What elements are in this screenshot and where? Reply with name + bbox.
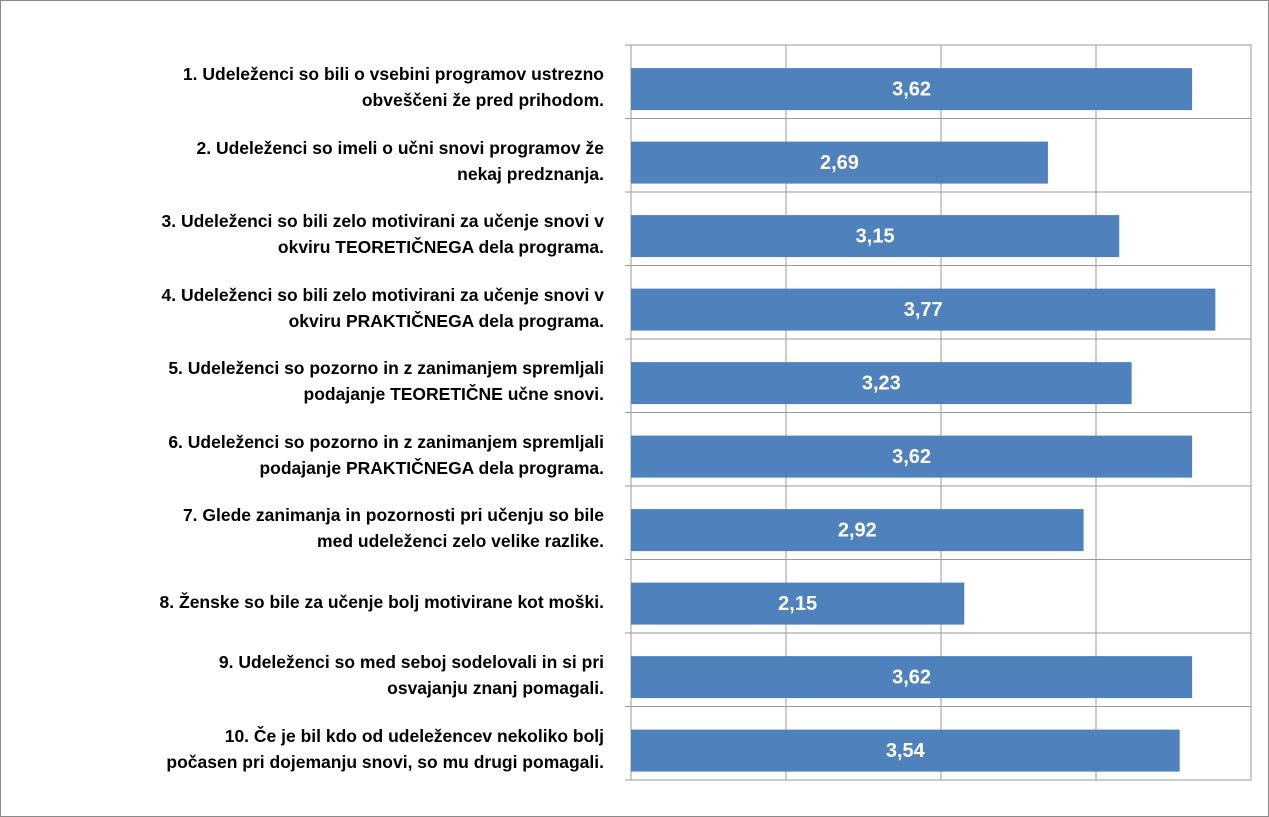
bar [631, 729, 1180, 772]
bar [631, 435, 1193, 478]
bar [631, 215, 1120, 258]
value-label: 3,77 [904, 299, 943, 321]
value-label: 3,62 [892, 446, 931, 468]
bar [631, 582, 965, 625]
value-label: 2,92 [838, 519, 877, 541]
bar [631, 141, 1048, 184]
category-label: 4. Udeleženci so bili zelo motivirani za… [161, 284, 605, 331]
bar [631, 288, 1216, 331]
value-label: 3,62 [892, 78, 931, 100]
bar [631, 362, 1132, 405]
category-label: 9. Udeleženci so med seboj sodelovali in… [218, 652, 604, 699]
value-label: 3,62 [892, 666, 931, 688]
category-label: 1. Udeleženci so bili o vsebini programo… [182, 64, 604, 111]
category-label: 3. Udeleženci so bili zelo motivirani za… [161, 211, 605, 258]
category-label: 5. Udeleženci so pozorno in z zanimanjem… [168, 358, 604, 405]
bar [631, 68, 1193, 111]
value-label: 2,15 [778, 593, 817, 615]
bar [631, 656, 1193, 699]
value-label: 2,69 [820, 152, 859, 174]
bar [631, 509, 1084, 552]
category-label: 6. Udeleženci so pozorno in z zanimanjem… [168, 431, 604, 478]
category-label: 2. Udeleženci so imeli o učni snovi prog… [196, 137, 604, 184]
value-label: 3,23 [862, 372, 901, 394]
category-label: 10. Če je bil kdo od udeležencev nekolik… [166, 725, 604, 772]
category-label: 8. Ženske so bile za učenje bolj motivir… [159, 591, 604, 612]
category-label: 7. Glede zanimanja in pozornosti pri uče… [182, 505, 604, 552]
value-label: 3,15 [856, 225, 895, 247]
value-label: 3,54 [886, 740, 926, 762]
